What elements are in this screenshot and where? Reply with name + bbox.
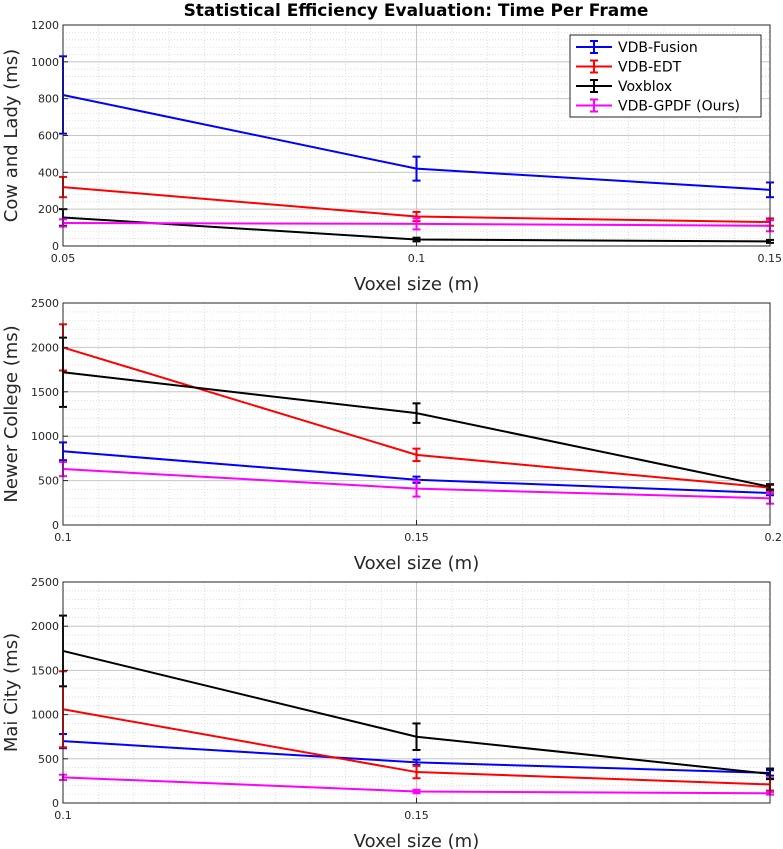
y-tick-label: 1000 [31,430,59,443]
y-tick-label: 0 [52,797,59,810]
chart-mai: 0 500 1000 1500 2000 2500 0.1 0.15 Voxel size (m… [1,576,774,849]
legend: VDB-Fusion VDB-EDT Voxblox VDB-GPDF (Ours) [569,34,762,118]
legend-item: VDB-EDT [576,59,682,76]
x-axis-label: Voxel size (m) [354,553,479,574]
data-point [416,761,417,763]
legend-label: VDB-GPDF (Ours) [618,99,740,115]
legend-label: VDB-Fusion [618,40,698,56]
data-point [416,223,417,225]
data-point [416,454,417,456]
data-point [416,791,417,793]
x-axis-label: Voxel size (m) [354,831,479,849]
legend-item: Voxblox [576,79,672,95]
y-tick-label: 800 [38,93,59,106]
data-point [416,488,417,490]
y-tick-label: 2000 [31,341,59,354]
y-tick-label: 0 [52,519,59,532]
x-axis-label: Voxel size (m) [354,274,479,295]
y-tick-label: 1000 [31,709,59,722]
y-axis-label: Newer College (ms) [1,325,22,502]
x-tick-label: 0.1 [54,809,72,822]
x-tick-label: 0.2 [765,531,783,544]
y-tick-label: 2500 [31,576,59,589]
y-tick-label: 1000 [31,56,59,69]
x-tick-label: 0.15 [758,252,783,265]
x-tick-label: 0.1 [408,252,426,265]
y-tick-label: 500 [38,753,59,766]
plots-container: 0 200 400 600 800 1000 1200 0.05 0.1 0.15 Voxel si… [1,19,782,849]
data-point [416,239,417,241]
chart-cow: 0 200 400 600 800 1000 1200 0.05 0.1 0.15 Voxel si… [1,19,782,295]
y-tick-label: 1200 [31,19,59,32]
data-point [416,168,417,170]
y-tick-label: 2500 [31,297,59,310]
x-tick-label: 0.05 [51,252,76,265]
y-axis-label: Cow and Lady (ms) [1,49,22,222]
y-tick-label: 600 [38,130,59,143]
data-point [416,412,417,414]
y-axis-label: Mai City (ms) [1,633,22,752]
chart-newer: 0 500 1000 1500 2000 2500 0.1 0.15 0.2 Voxel size… [1,297,782,574]
y-tick-label: 400 [38,166,59,179]
legend-box [569,34,762,118]
legend-label: Voxblox [618,79,672,95]
y-tick-label: 500 [38,475,59,488]
data-point [416,736,417,738]
x-tick-label: 0.1 [54,531,72,544]
y-tick-label: 1500 [31,664,59,677]
legend-item: VDB-Fusion [576,40,698,56]
y-tick-label: 200 [38,203,59,216]
data-point [416,771,417,773]
x-tick-label: 0.15 [404,531,429,544]
legend-item: VDB-GPDF (Ours) [576,98,740,115]
y-tick-label: 0 [52,240,59,253]
data-point [416,216,417,218]
figure-title: Statistical Efficiency Evaluation: Time … [184,1,649,21]
y-tick-label: 1500 [31,386,59,399]
legend-label: VDB-EDT [618,60,682,76]
x-tick-label: 0.15 [404,809,429,822]
y-tick-label: 2000 [31,620,59,633]
